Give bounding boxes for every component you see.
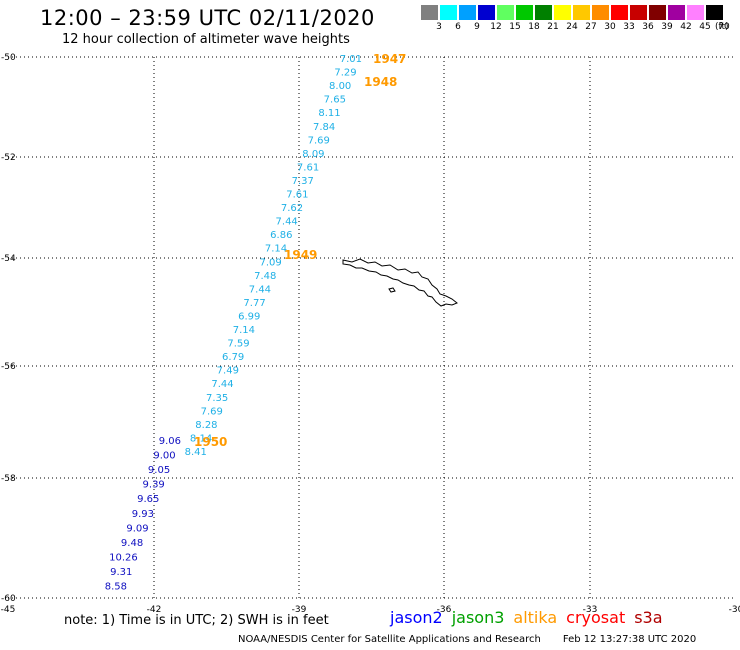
wave-height-value: 9.31 <box>110 567 132 578</box>
note-text: note: 1) Time is in UTC; 2) SWH is in fe… <box>64 613 329 628</box>
wave-height-value: 9.48 <box>121 538 143 549</box>
wave-height-value: 9.06 <box>159 436 181 447</box>
wave-height-value: 7.61 <box>286 190 308 201</box>
wave-height-value: 6.86 <box>270 230 292 241</box>
wave-height-value: 6.79 <box>222 352 244 363</box>
wave-height-value: 7.44 <box>211 379 233 390</box>
wave-height-value: 7.77 <box>243 298 265 309</box>
x-tick-label: -45 <box>1 605 16 615</box>
y-tick-label: -50 <box>1 53 16 63</box>
wave-height-values: 7.01 7.29 8.00 7.65 8.11 7.84 7.69 8.09 7.61 7.37… <box>105 54 362 593</box>
footer: NOAA/NESDIS Center for Satellite Applica… <box>238 634 696 645</box>
pass-label: 1947 <box>373 52 406 66</box>
wave-height-value: 7.69 <box>201 406 223 417</box>
y-tick-label: -60 <box>1 594 16 604</box>
wave-height-value: 7.01 <box>340 54 362 65</box>
wave-height-value: 8.28 <box>195 420 217 431</box>
wave-height-value: 7.09 <box>259 257 281 268</box>
satellite-s3a: s3a <box>634 608 662 627</box>
wave-height-value: 8.58 <box>105 582 127 593</box>
wave-height-value: 9.05 <box>148 465 170 476</box>
wave-height-value: 7.35 <box>206 393 228 404</box>
y-tick-label: -56 <box>1 362 16 372</box>
wave-height-value: 7.44 <box>276 217 298 228</box>
wave-height-value: 9.65 <box>137 494 159 505</box>
wave-height-value: 7.37 <box>292 176 314 187</box>
pass-label: 1948 <box>364 75 397 89</box>
wave-height-value: 7.65 <box>324 95 346 106</box>
wave-height-value: 8.00 <box>329 81 351 92</box>
wave-height-map[interactable]: -45-42-39-36-33-30-50-52-54-56-58-60 7.0… <box>0 0 740 650</box>
wave-height-value: 8.11 <box>318 108 340 119</box>
y-tick-label: -54 <box>1 254 16 264</box>
satellite-altika: altika <box>513 608 557 627</box>
wave-height-value: 7.84 <box>313 122 335 133</box>
y-tick-label: -58 <box>1 474 16 484</box>
grid-lines <box>8 57 736 598</box>
timestamp-text: Feb 12 13:27:38 UTC 2020 <box>563 634 696 645</box>
wave-height-value: 6.99 <box>238 311 260 322</box>
wave-height-value: 10.26 <box>109 552 138 563</box>
axis-labels: -45 -42 -39 -36 -33 -30 -50 -52 -54 -56 -58 -60 <box>1 53 740 615</box>
pass-label: 1950 <box>194 435 227 449</box>
satellite-cryosat: cryosat <box>566 608 625 627</box>
wave-height-value: 8.09 <box>302 149 324 160</box>
wave-height-value: 7.62 <box>281 203 303 214</box>
satellite-jason2: jason2 <box>390 608 443 627</box>
wave-height-value: 7.61 <box>297 162 319 173</box>
wave-height-value: 9.93 <box>132 509 154 520</box>
wave-height-value: 7.14 <box>233 325 255 336</box>
x-tick-label: -30 <box>729 605 740 615</box>
wave-height-value: 7.29 <box>334 68 356 79</box>
credit-text: NOAA/NESDIS Center for Satellite Applica… <box>238 634 541 645</box>
satellite-legend: jason2 jason3 altika cryosat s3a <box>390 608 672 627</box>
wave-height-value: 9.39 <box>143 480 165 491</box>
wave-height-value: 9.09 <box>126 523 148 534</box>
wave-height-value: 7.69 <box>308 135 330 146</box>
wave-height-value: 7.59 <box>227 339 249 350</box>
wave-height-value: 9.00 <box>153 451 175 462</box>
satellite-jason3: jason3 <box>452 608 505 627</box>
wave-height-value: 7.44 <box>249 284 271 295</box>
wave-height-value: 7.49 <box>217 366 239 377</box>
pass-label: 1949 <box>284 248 317 262</box>
wave-height-value: 7.48 <box>254 271 276 282</box>
y-tick-label: -52 <box>1 153 16 163</box>
south-georgia-island <box>343 259 457 306</box>
